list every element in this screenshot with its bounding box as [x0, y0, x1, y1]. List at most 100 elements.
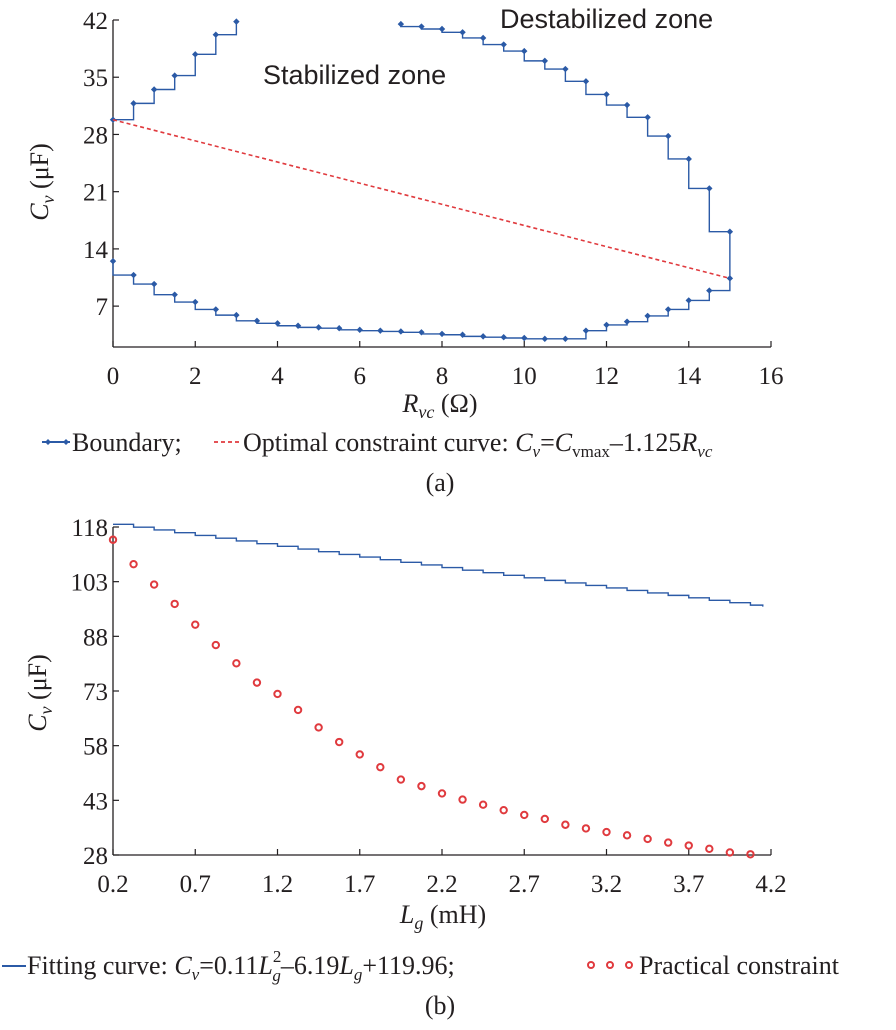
- panel-b-x-tick-label: 4.2: [755, 871, 786, 898]
- practical-constraint-point: [396, 775, 406, 784]
- boundary-point: [150, 280, 158, 288]
- boundary-point: [479, 34, 487, 42]
- practical-constraint-point: [129, 559, 138, 569]
- practical-constraint-point: [334, 737, 344, 747]
- panel-a-x-tick-label: 0: [107, 363, 120, 390]
- boundary-point: [521, 334, 528, 342]
- boundary-point: [500, 41, 507, 48]
- boundary-point: [130, 100, 137, 107]
- boundary-point: [603, 91, 610, 98]
- practical-constraint-point: [499, 805, 508, 815]
- legend-boundary-marker-icon: [45, 439, 69, 445]
- legend-boundary-label: Boundary;: [72, 428, 182, 457]
- panel-a-y-tick-label: 35: [83, 65, 108, 92]
- practical-constraint-point: [149, 580, 159, 589]
- boundary-point: [664, 132, 672, 140]
- practical-constraint-point: [602, 827, 611, 837]
- boundary-point: [212, 306, 220, 313]
- practical-constraint-point: [622, 831, 632, 840]
- optimal-constraint-line: [112, 118, 731, 280]
- panel-b-y-tick-label: 28: [83, 843, 108, 870]
- boundary-point: [274, 320, 281, 327]
- boundary-line-segment: [112, 24, 731, 340]
- boundary-point: [541, 57, 549, 65]
- panel-a-y-tick-label: 21: [83, 180, 108, 207]
- panel-a-y-axis-label: Cv (μF): [25, 143, 58, 221]
- practical-constraint-point: [232, 659, 241, 668]
- boundary-point: [109, 257, 117, 265]
- panel-b-x-tick-label: 0.7: [180, 871, 211, 898]
- panel-a-x-axis-label: Rvc (Ω): [401, 389, 477, 422]
- boundary-point: [315, 324, 322, 331]
- boundary-point: [623, 318, 631, 325]
- boundary-point: [335, 324, 343, 332]
- panel-a-legend: Boundary; Optimal constraint curve: Cv=C…: [42, 428, 713, 461]
- panel-b-x-tick-label: 1.2: [262, 871, 293, 898]
- practical-constraint-point: [417, 781, 426, 791]
- boundary-point: [521, 47, 528, 55]
- boundary-point: [706, 287, 713, 294]
- fitting-curve-line: [113, 523, 764, 607]
- boundary-point: [685, 297, 692, 304]
- panel-a-y-tick-label: 28: [83, 122, 108, 149]
- practical-constraint-point: [684, 841, 693, 850]
- panel-b-y-tick-label: 73: [83, 679, 108, 706]
- boundary-point: [562, 65, 569, 73]
- boundary-point: [438, 25, 446, 33]
- boundary-point: [541, 335, 549, 343]
- panel-b-caption: (b): [425, 991, 455, 1020]
- practical-constraint-point: [705, 844, 714, 854]
- boundary-point: [418, 329, 425, 336]
- practical-constraint-point: [191, 620, 200, 629]
- panel-b-y-tick-label: 43: [83, 788, 108, 815]
- practical-constraint-point: [581, 824, 591, 833]
- panel-a-y-tick-label: 42: [83, 8, 108, 35]
- boundary-point: [726, 275, 734, 282]
- boundary-point: [438, 330, 446, 338]
- boundary-point: [459, 29, 466, 36]
- boundary-point: [418, 23, 425, 30]
- panel-b-x-axis-label: Lg (mH): [399, 900, 486, 933]
- panel-a-caption: (a): [426, 468, 455, 497]
- practical-constraint-point: [478, 800, 488, 809]
- panel-a-y-tick-label: 7: [96, 294, 109, 321]
- boundary-point: [500, 333, 507, 341]
- practical-constraint-point: [643, 834, 652, 844]
- practical-constraint-point: [376, 762, 385, 772]
- panel-b-legend: Fitting curve: Cv=0.11L2 g–6.19Lg+119.96;…: [2, 947, 840, 985]
- boundary-point: [706, 185, 713, 192]
- boundary-point: [233, 311, 240, 319]
- practical-constraint-point: [561, 820, 570, 829]
- boundary-point: [664, 306, 672, 313]
- practical-constraint-point: [108, 535, 118, 544]
- panel-b-x-tick-label: 3.2: [591, 871, 622, 898]
- panel-a-x-tick-label: 2: [189, 363, 202, 390]
- practical-constraint-point: [273, 689, 282, 699]
- panel-b-y-tick-label: 103: [71, 570, 109, 597]
- practical-constraint-point: [211, 640, 221, 650]
- boundary-point: [377, 327, 384, 334]
- legend-practical-label: Practical constraint: [639, 951, 840, 980]
- panel-a-y-tick-label: 14: [83, 237, 109, 264]
- panel-a-x-tick-label: 14: [676, 363, 702, 390]
- practical-constraint-point: [314, 723, 323, 732]
- boundary-point: [253, 317, 261, 325]
- annotation-destabilized: Destabilized zone: [500, 4, 713, 34]
- panel-b-x-tick-label: 0.2: [97, 871, 128, 898]
- boundary-point: [685, 155, 692, 163]
- panel-a-x-tick-label: 16: [759, 363, 784, 390]
- practical-constraint-point: [458, 795, 467, 804]
- boundary-point: [192, 51, 199, 58]
- boundary-point: [171, 291, 178, 298]
- panel-b-x-tick-label: 3.7: [673, 871, 704, 898]
- boundary-point: [356, 326, 363, 334]
- boundary-point: [192, 298, 199, 306]
- boundary-point: [644, 312, 651, 320]
- boundary-point: [212, 31, 220, 38]
- boundary-point: [397, 328, 405, 335]
- practical-constraint-point: [663, 838, 673, 847]
- panel-a: 0 2 4 6 8 10 12 14 16 7 14 21 28 35 42 Stabilized zone…: [25, 4, 784, 497]
- boundary-point: [603, 321, 610, 329]
- panel-b: 0.2 0.7 1.2 1.7 2.2 2.7 3.2 3.7 4.2 28 43 58 73 88 103…: [2, 515, 840, 1020]
